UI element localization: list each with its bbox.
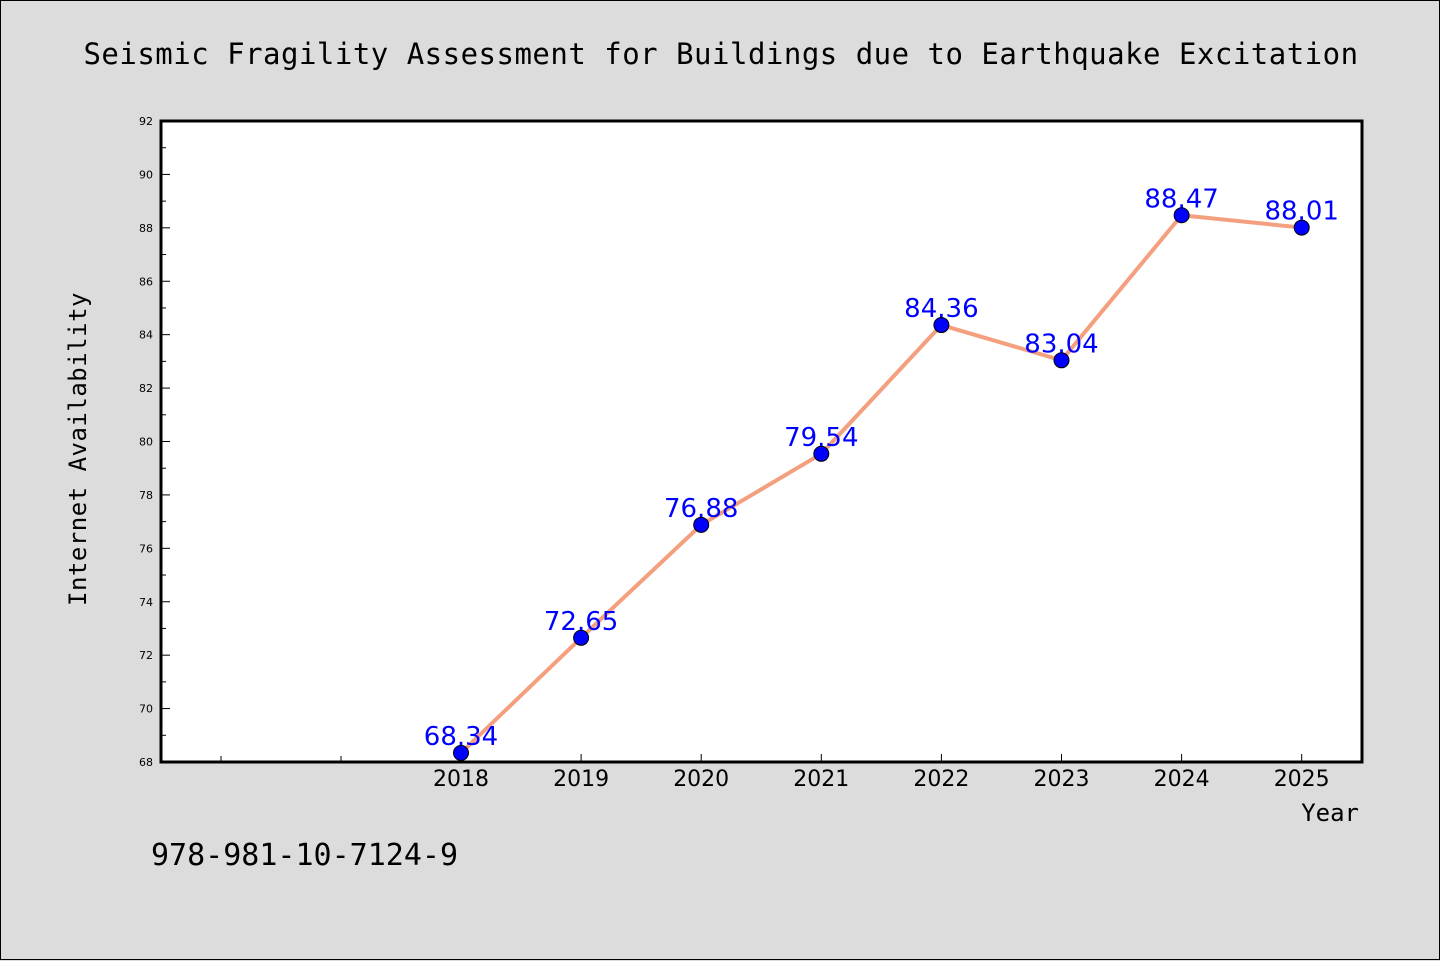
y-axis: 68 70 72 74 76 78 80 82 84 86 88 90 92: [139, 115, 170, 769]
x-tick-label: 2018: [433, 767, 489, 792]
plot-border: [159, 119, 1364, 764]
x-tick-label: 2023: [1034, 767, 1090, 792]
y-tick-label: 82: [139, 382, 153, 395]
y-tick-label: 78: [139, 489, 153, 502]
data-point: [453, 744, 469, 761]
data-label: 84.36: [904, 294, 978, 324]
data-point: [933, 317, 950, 334]
data-label: 83.04: [1024, 329, 1098, 359]
x-tick-label: 2020: [673, 767, 729, 792]
x-axis: 2018 2019 2020 2021 2022 2023 2024 2025: [220, 754, 1330, 792]
x-tick-label: 2022: [913, 767, 969, 792]
x-tick-label: 2024: [1154, 767, 1210, 792]
isbn-text: 978-981-10-7124-9: [151, 838, 458, 873]
y-tick-label: 76: [139, 542, 153, 555]
x-tick-label: 2019: [553, 767, 609, 792]
y-tick-label: 92: [139, 115, 153, 128]
y-tick-label: 86: [139, 275, 153, 288]
data-point: [813, 445, 830, 462]
data-label: 72.65: [544, 607, 618, 637]
y-tick-label: 72: [139, 649, 153, 662]
y-tick-label: 80: [139, 436, 153, 449]
data-point: [693, 516, 710, 533]
x-tick-label: 2021: [793, 767, 849, 792]
series-line: [459, 213, 1302, 755]
data-label: 68.34: [424, 722, 498, 752]
y-axis-label: Internet Availability: [64, 292, 92, 606]
data-labels: 68.34 72.65 76.88 79.54 84.36 83.04 88.47 88.01: [424, 184, 1339, 752]
y-tick-label: 74: [139, 596, 153, 609]
chart-title: Seismic Fragility Assessment for Buildin…: [83, 37, 1358, 71]
y-tick-label: 70: [139, 703, 153, 716]
data-label: 88.01: [1264, 197, 1338, 227]
y-tick-label: 84: [139, 329, 153, 342]
plot-area: [161, 121, 1362, 762]
data-point: [1173, 207, 1190, 224]
y-tick-label: 88: [139, 222, 153, 235]
data-label: 88.47: [1144, 184, 1218, 214]
y-tick-label: 90: [139, 168, 153, 181]
y-tick-label: 68: [139, 756, 153, 769]
data-label: 76.88: [664, 494, 738, 524]
data-point: [1293, 219, 1310, 236]
data-point: [573, 629, 590, 646]
x-tick-label: 2025: [1274, 767, 1330, 792]
data-points: [453, 207, 1310, 761]
x-axis-label: Year: [1301, 799, 1359, 827]
data-label: 79.54: [784, 423, 858, 453]
data-point: [1053, 352, 1070, 369]
